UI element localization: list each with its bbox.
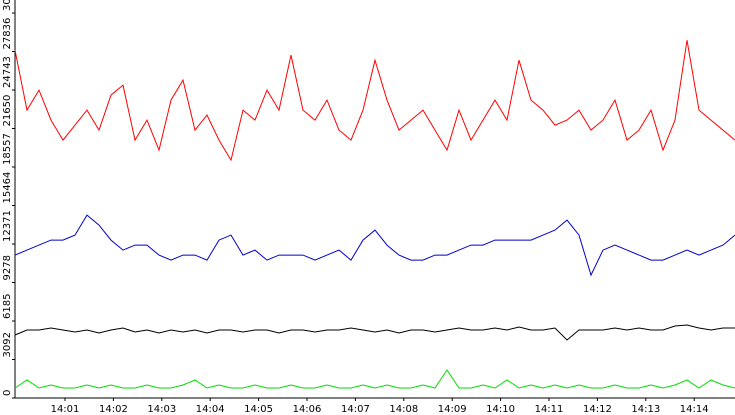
x-tick-label: 14:11	[535, 404, 564, 415]
y-tick-label: 12371	[2, 210, 13, 242]
x-tick-label: 14:07	[341, 404, 370, 415]
x-tick-label: 14:09	[438, 404, 467, 415]
y-tick-label: 6185	[2, 294, 13, 319]
x-tick-label: 14:13	[631, 404, 660, 415]
y-tick-label: 24743	[2, 56, 13, 88]
series-line	[14, 324, 735, 341]
x-tick-label: 14:10	[486, 404, 515, 415]
y-tick-label: 21650	[2, 95, 13, 127]
series-line	[14, 214, 735, 277]
x-tick-label: 14:14	[680, 404, 709, 415]
y-tick-label: 30929	[2, 0, 13, 11]
series-line	[14, 40, 735, 162]
x-tick-label: 14:01	[51, 404, 80, 415]
y-tick-label: 15464	[2, 172, 13, 204]
x-tick-label: 14:08	[389, 404, 418, 415]
y-tick-label: 3092	[2, 332, 13, 357]
y-tick-label: 18557	[2, 133, 13, 165]
x-tick-label: 14:12	[583, 404, 612, 415]
x-tick-label: 14:05	[244, 404, 273, 415]
x-tick-label: 14:02	[99, 404, 128, 415]
y-tick-label: 27836	[2, 18, 13, 50]
y-tick-label: 9278	[2, 255, 13, 280]
y-tick-label: 0	[2, 390, 13, 396]
series-line	[14, 369, 735, 389]
x-tick-label: 14:03	[147, 404, 176, 415]
x-tick-label: 14:04	[196, 404, 225, 415]
x-tick-label: 14:06	[293, 404, 322, 415]
